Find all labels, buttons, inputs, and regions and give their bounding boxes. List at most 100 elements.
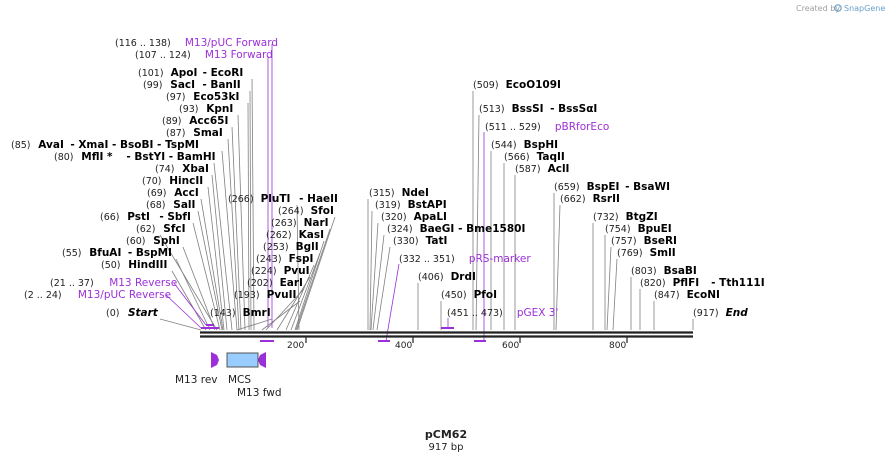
- site-position-end: (917): [693, 308, 719, 319]
- site-name-apoi: ApoI: [171, 67, 198, 79]
- snapgene-brand: SnapGene: [844, 4, 885, 13]
- connector-line-bstapi: [369, 210, 373, 331]
- site-name-eco53ki: Eco53kI: [193, 91, 239, 103]
- site-name-nari: NarI: [304, 217, 329, 229]
- site-position-bgli: (253): [263, 242, 289, 253]
- site-label-bseri: (757) BseRI: [611, 235, 677, 247]
- site-position-bseri: (757): [611, 236, 637, 247]
- ruler-tick-600: 600: [502, 341, 519, 351]
- site-position-ndei: (315): [369, 188, 395, 199]
- connector-line-baegi: [372, 234, 385, 331]
- site-position-bssi: (513): [479, 104, 505, 115]
- site-position-hincii: (70): [142, 176, 162, 187]
- feature-m13-fwd-label: M13 fwd: [237, 387, 282, 399]
- connector-line-fspi: [285, 264, 315, 331]
- connector-line-sphi: [182, 246, 216, 331]
- site-label-bsphi: (544) BspHI: [491, 139, 558, 151]
- site-label-bssi: (513) BssSI - BssSαI: [479, 103, 597, 115]
- site-position-pgex3: (451 .. 473): [447, 308, 503, 319]
- site-position-taqii: (566): [504, 152, 530, 163]
- connector-line-pvui: [276, 276, 311, 331]
- site-position-m13puc-rev: (2 .. 24): [24, 290, 62, 301]
- site-label-avai: (85) AvaI - XmaI - BsoBI - TspMI: [11, 139, 199, 151]
- site-extra-psti: - SbfI: [159, 211, 191, 223]
- feature-mcs-box: [226, 352, 259, 368]
- site-name-acci: AccI: [174, 187, 198, 199]
- connector-line-smli: [612, 258, 618, 331]
- site-name-sfci: SfcI: [163, 223, 185, 235]
- ruler-tick-800: 800: [609, 341, 626, 351]
- site-position-acc65i: (89): [162, 116, 182, 127]
- site-label-kpni: (93) KpnI: [179, 103, 233, 115]
- site-name-pluti: PluTI: [261, 193, 291, 205]
- label-connector-lines: [159, 44, 694, 342]
- site-label-rsrii: (662) RsrII: [560, 193, 620, 205]
- site-extra-bfuai: - BspMI: [128, 247, 172, 259]
- site-label-start: (0) Start: [106, 307, 159, 319]
- site-name-drdi: DrdI: [451, 271, 476, 283]
- feature-mcs-label: MCS: [228, 374, 251, 386]
- site-name-smli: SmlI: [650, 247, 676, 259]
- connector-line-smai: [227, 138, 240, 331]
- site-name-bseri: BseRI: [644, 235, 677, 247]
- site-position-smli: (769): [617, 248, 643, 259]
- site-position-bstapi: (319): [375, 200, 401, 211]
- site-position-sfoi: (264): [278, 206, 304, 217]
- site-label-saci: (99) SacI - BanII: [143, 79, 241, 91]
- site-label-bsabi: (803) BsaBI: [631, 265, 697, 277]
- site-position-psti: (66): [100, 212, 120, 223]
- feature-m13-rev-label: M13 rev: [175, 374, 218, 386]
- site-label-kasi: (262) KasI: [266, 229, 324, 241]
- site-label-mfli: (80) MflI * - BstYI - BamHI: [54, 151, 216, 163]
- site-name-rsrii: RsrII: [593, 193, 620, 205]
- site-name-pvui: PvuI: [284, 265, 310, 277]
- site-label-smli: (769) SmlI: [617, 247, 676, 259]
- site-name-bmri: BmrI: [243, 307, 271, 319]
- site-name-pgex3: pGEX 3': [517, 307, 559, 319]
- site-name-btgzi: BtgZI: [626, 211, 658, 223]
- site-position-start: (0): [106, 308, 119, 319]
- site-label-fspi: (243) FspI: [256, 253, 313, 265]
- connector-line-bmri: [236, 318, 273, 331]
- site-name-tati: TatI: [426, 235, 448, 247]
- site-name-hindiii: HindIII: [128, 259, 167, 271]
- site-label-sfoi: (264) SfoI: [278, 205, 334, 217]
- site-label-hindiii: (50) HindIII: [101, 259, 167, 271]
- site-label-baegi: (324) BaeGI - Bme1580I: [387, 223, 525, 235]
- site-position-baegi: (324): [387, 224, 413, 235]
- site-label-sali: (68) SalI: [146, 199, 195, 211]
- site-label-apoi: (101) ApoI - EcoRI: [138, 67, 243, 79]
- site-position-pvui: (224): [251, 266, 277, 277]
- site-position-btgzi: (732): [593, 212, 619, 223]
- site-extra-bssi: - BssSαI: [550, 103, 597, 115]
- connector-line-m13-rev: [173, 282, 207, 326]
- site-name-bpuei: BpuEI: [638, 223, 672, 235]
- site-name-mfli: MflI *: [81, 151, 113, 163]
- site-position-sphi: (60): [126, 236, 146, 247]
- site-label-end: (917) End: [693, 307, 748, 319]
- site-label-psti: (66) PstI - SbfI: [100, 211, 191, 223]
- site-name-end: End: [726, 307, 749, 319]
- site-name-bspei: BspEI: [587, 181, 620, 193]
- connector-line-acci: [200, 198, 224, 331]
- site-label-pvui: (224) PvuI: [251, 265, 310, 277]
- site-position-acli: (587): [515, 164, 541, 175]
- site-extra-baegi: - Bme1580I: [458, 223, 525, 235]
- site-position-kpni: (93): [179, 104, 199, 115]
- site-position-pfoi: (450): [441, 290, 467, 301]
- site-position-econi: (847): [654, 290, 680, 301]
- site-extra-pflfi: - Tth111I: [711, 277, 765, 289]
- site-position-smai: (87): [166, 128, 186, 139]
- connector-line-acc65i: [231, 126, 242, 331]
- site-position-acci: (69): [147, 188, 167, 199]
- ruler-tick-200: 200: [287, 341, 304, 351]
- site-name-baegi: BaeGI: [420, 223, 455, 235]
- site-name-prs-marker: pRS-marker: [469, 253, 532, 265]
- connector-line-tati: [376, 246, 391, 331]
- site-name-taqii: TaqII: [537, 151, 565, 163]
- site-position-bspei: (659): [554, 182, 580, 193]
- site-label-hincii: (70) HincII: [142, 175, 203, 187]
- site-position-rsrii: (662): [560, 194, 586, 205]
- connector-line-sfci: [159, 234, 218, 331]
- connector-line-rsrii: [555, 204, 561, 331]
